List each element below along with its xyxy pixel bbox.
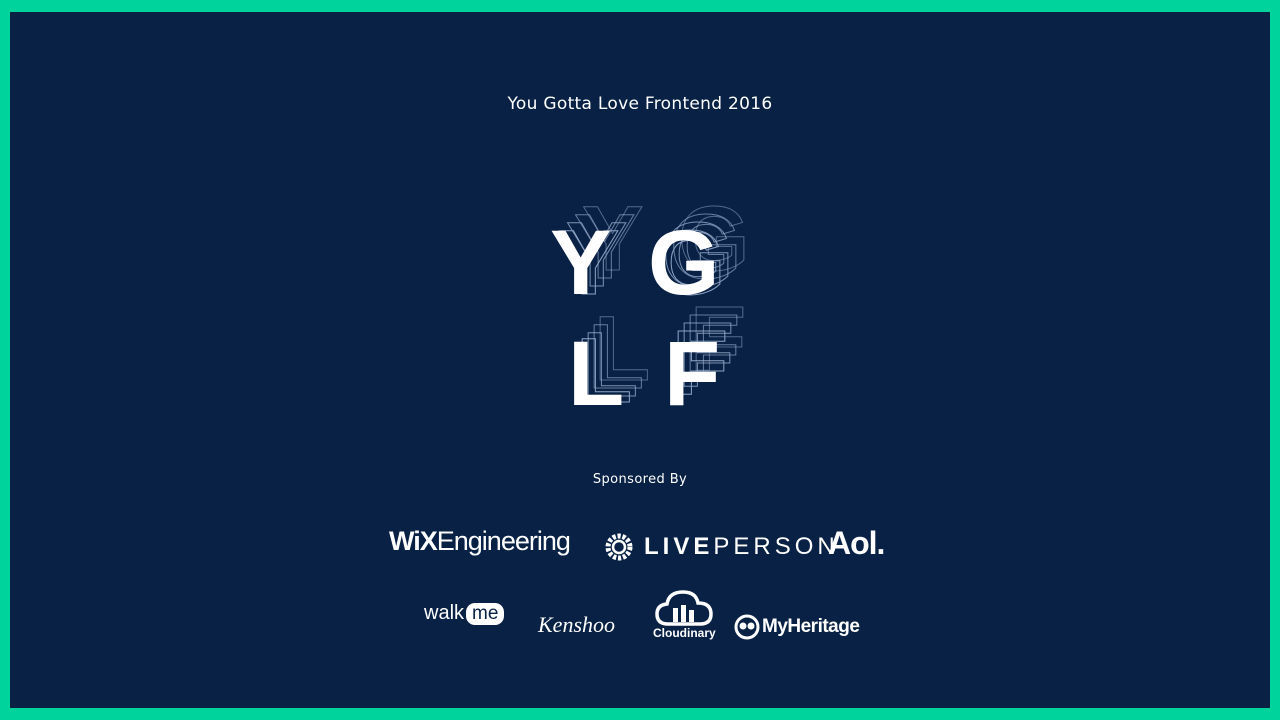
svg-text:F: F <box>672 312 728 414</box>
sponsored-by-label: Sponsored By <box>592 472 688 487</box>
svg-text:F: F <box>678 304 734 406</box>
cloud-icon <box>655 590 714 626</box>
yglf-logo: Y Y Y Y G G G G L L L L F F F F Y G L F <box>550 190 750 414</box>
cloudinary-text: Cloudinary <box>653 626 716 640</box>
myheritage-logo: MyHeritage <box>734 614 860 640</box>
video-frame: You Gotta Love Frontend 2016 Y Y Y Y G G… <box>10 12 1270 708</box>
kenshoo-logo: Kenshoo <box>538 612 615 637</box>
logo-letter-l: L <box>568 323 624 414</box>
event-title: You Gotta Love Frontend 2016 <box>507 94 773 114</box>
liveperson-gear-icon <box>605 533 633 561</box>
svg-text:Y: Y <box>558 212 619 314</box>
cloudinary-logo: Cloudinary <box>653 588 716 640</box>
svg-text:F: F <box>684 296 740 398</box>
svg-text:G: G <box>670 196 742 298</box>
svg-text:L: L <box>594 298 650 400</box>
liveperson-logo-part2: PERSON <box>713 533 839 560</box>
wix-engineering-logo: WiXEngineering <box>389 526 571 557</box>
svg-text:G: G <box>662 204 734 306</box>
myheritage-icon <box>734 614 760 640</box>
svg-text:L: L <box>588 306 644 408</box>
svg-text:G: G <box>654 212 726 314</box>
walkme-logo-part2: me <box>466 602 505 625</box>
aol-logo: Aol. <box>828 525 885 561</box>
wix-logo-part1: WiX <box>389 526 438 556</box>
svg-text:G: G <box>678 190 750 290</box>
walkme-logo-part1: walk <box>424 602 465 624</box>
walkme-logo: walk me <box>424 602 505 625</box>
wix-logo-part2: Engineering <box>436 526 571 556</box>
svg-text:Y: Y <box>574 196 635 298</box>
liveperson-logo-part1: LIVE <box>644 533 714 560</box>
svg-text:Y: Y <box>566 204 627 306</box>
svg-text:Y: Y <box>582 190 643 290</box>
liveperson-logo: LIVEPERSON <box>604 532 839 562</box>
logo-letter-g: G <box>648 212 720 314</box>
svg-text:L: L <box>576 320 632 414</box>
logo-letter-y: Y <box>550 212 611 314</box>
logo-letter-f: F <box>664 323 720 414</box>
svg-text:L: L <box>582 314 638 414</box>
svg-text:F: F <box>690 288 746 390</box>
myheritage-text: MyHeritage <box>762 616 860 637</box>
